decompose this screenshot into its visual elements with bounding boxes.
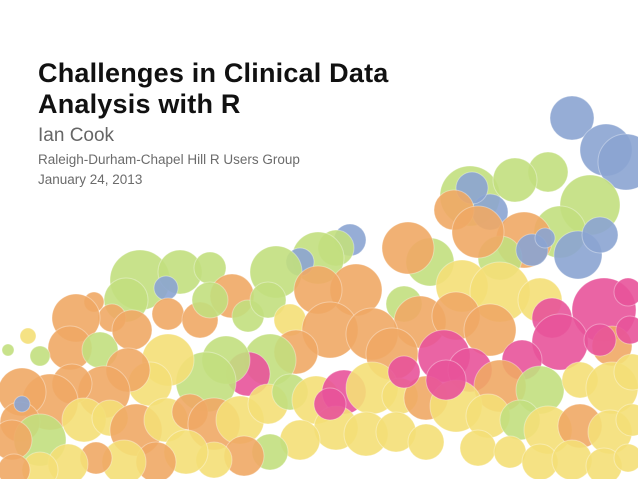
decorative-bubble bbox=[313, 387, 347, 421]
decorative-bubble bbox=[153, 275, 179, 301]
decorative-bubble bbox=[534, 227, 556, 249]
decorative-bubble bbox=[29, 345, 51, 367]
decorative-bubble bbox=[451, 205, 505, 259]
decorative-bubble bbox=[581, 216, 619, 254]
decorative-bubble bbox=[613, 353, 638, 391]
slide-title: Challenges in Clinical Data Analysis wit… bbox=[38, 58, 478, 120]
title-line-2: Analysis with R bbox=[38, 89, 241, 119]
decorative-bubble bbox=[151, 297, 185, 331]
decorative-bubble bbox=[615, 315, 638, 345]
decorative-bubble bbox=[1, 343, 15, 357]
decorative-bubble bbox=[0, 453, 31, 479]
title-line-1: Challenges in Clinical Data bbox=[38, 58, 389, 88]
presentation-date: January 24, 2013 bbox=[38, 172, 143, 187]
decorative-bubble bbox=[111, 309, 153, 351]
decorative-bubble bbox=[551, 439, 593, 479]
decorative-bubble bbox=[13, 395, 31, 413]
decorative-bubble bbox=[493, 435, 527, 469]
decorative-bubble bbox=[613, 277, 638, 307]
decorative-bubble bbox=[613, 443, 638, 473]
decorative-bubble bbox=[463, 303, 517, 357]
decorative-bubble bbox=[459, 429, 497, 467]
decorative-bubble bbox=[615, 403, 638, 437]
decorative-bubble bbox=[425, 359, 467, 401]
title-block: Challenges in Clinical Data Analysis wit… bbox=[38, 58, 478, 189]
decorative-bubble bbox=[597, 133, 638, 191]
decorative-bubble bbox=[387, 355, 421, 389]
decorative-bubble bbox=[407, 423, 445, 461]
decorative-bubble bbox=[19, 327, 37, 345]
author-name: Ian Cook bbox=[38, 125, 115, 146]
decorative-bubble bbox=[583, 323, 617, 357]
decorative-bubble bbox=[249, 281, 287, 319]
decorative-bubble bbox=[191, 281, 229, 319]
decorative-bubble bbox=[549, 95, 595, 141]
user-group-name: Raleigh-Durham-Chapel Hill R Users Group bbox=[38, 152, 300, 167]
decorative-bubble bbox=[381, 221, 435, 275]
decorative-bubble bbox=[492, 157, 538, 203]
